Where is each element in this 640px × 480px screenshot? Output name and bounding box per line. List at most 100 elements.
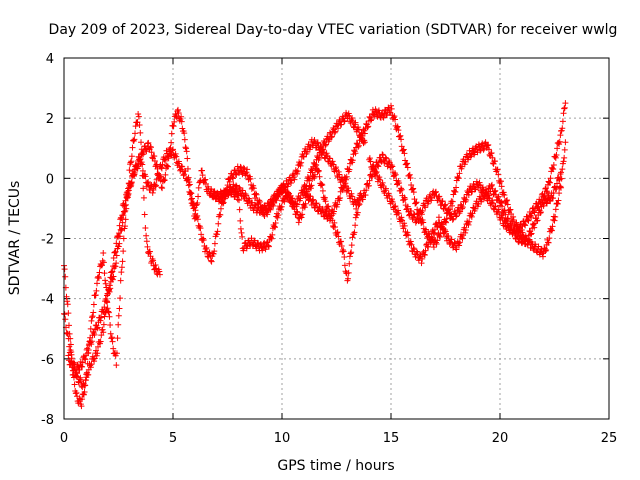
data-point	[101, 313, 108, 320]
data-point	[255, 200, 262, 207]
data-point	[340, 248, 347, 255]
data-point	[455, 175, 462, 182]
data-point	[115, 312, 122, 319]
data-point	[497, 199, 504, 206]
data-point	[294, 209, 301, 216]
data-point	[302, 200, 309, 207]
data-point	[552, 153, 559, 160]
data-point	[159, 185, 166, 192]
data-point	[520, 233, 527, 240]
data-point	[396, 133, 403, 140]
data-point	[504, 201, 511, 208]
data-point	[237, 225, 244, 232]
data-point	[480, 146, 487, 153]
data-point	[421, 252, 428, 259]
data-point	[270, 202, 277, 209]
data-point	[550, 190, 557, 197]
data-point	[194, 199, 201, 206]
data-point	[89, 314, 96, 321]
data-point	[272, 220, 279, 227]
data-point	[489, 200, 496, 207]
data-point	[251, 201, 258, 208]
data-point	[179, 163, 186, 170]
data-point	[495, 206, 502, 213]
data-point	[405, 232, 412, 239]
data-point	[211, 188, 218, 195]
data-point	[242, 190, 249, 197]
data-point	[556, 138, 563, 145]
data-point	[361, 139, 368, 146]
data-point	[273, 197, 280, 204]
data-point	[233, 182, 240, 189]
data-point	[379, 113, 386, 120]
data-point	[65, 310, 72, 317]
data-point	[349, 157, 356, 164]
data-point	[194, 216, 201, 223]
data-point	[337, 238, 344, 245]
data-point	[190, 200, 197, 207]
data-point	[546, 235, 553, 242]
data-point	[492, 203, 499, 210]
data-point	[327, 215, 334, 222]
data-point	[383, 112, 390, 119]
data-point	[274, 193, 281, 200]
data-point	[314, 168, 321, 175]
data-point	[453, 213, 460, 220]
data-point	[553, 152, 560, 159]
data-point	[373, 112, 380, 119]
data-point	[77, 374, 84, 381]
data-point	[510, 217, 517, 224]
data-point	[200, 237, 207, 244]
data-point	[491, 188, 498, 195]
data-point	[465, 156, 472, 163]
data-point	[288, 177, 295, 184]
data-point	[110, 273, 117, 280]
data-point	[348, 249, 355, 256]
data-point	[93, 287, 100, 294]
data-point	[222, 193, 229, 200]
data-point	[485, 141, 492, 148]
data-point	[549, 223, 556, 230]
series-trace-c	[65, 146, 364, 377]
data-point	[239, 171, 246, 178]
data-point	[441, 227, 448, 234]
data-point	[267, 206, 274, 213]
data-point	[498, 178, 505, 185]
data-point	[181, 130, 188, 137]
data-point	[488, 183, 495, 190]
data-point	[61, 311, 68, 318]
data-point	[548, 227, 555, 234]
data-point	[101, 304, 108, 311]
data-point	[507, 206, 514, 213]
y-tick-label: 4	[46, 52, 54, 67]
data-point	[108, 269, 115, 276]
data-point	[240, 164, 247, 171]
data-point	[435, 193, 442, 200]
data-point	[117, 233, 124, 240]
data-point	[311, 137, 318, 144]
data-point	[135, 110, 142, 117]
data-point	[158, 164, 165, 171]
data-point	[298, 214, 305, 221]
data-point	[438, 220, 445, 227]
data-point	[314, 154, 321, 161]
data-point	[555, 139, 562, 146]
data-point	[554, 200, 561, 207]
data-point	[115, 321, 122, 328]
data-point	[102, 280, 109, 287]
data-point	[379, 179, 386, 186]
data-point	[376, 174, 383, 181]
data-point	[163, 162, 170, 169]
data-point	[81, 382, 88, 389]
data-point	[191, 204, 198, 211]
data-point	[178, 118, 185, 125]
data-point	[92, 292, 99, 299]
data-point	[454, 173, 461, 180]
data-point	[100, 321, 107, 328]
data-point	[400, 146, 407, 153]
data-point	[209, 193, 216, 200]
data-point	[243, 192, 250, 199]
data-point	[122, 223, 129, 230]
data-point	[516, 225, 523, 232]
data-point	[64, 330, 71, 337]
